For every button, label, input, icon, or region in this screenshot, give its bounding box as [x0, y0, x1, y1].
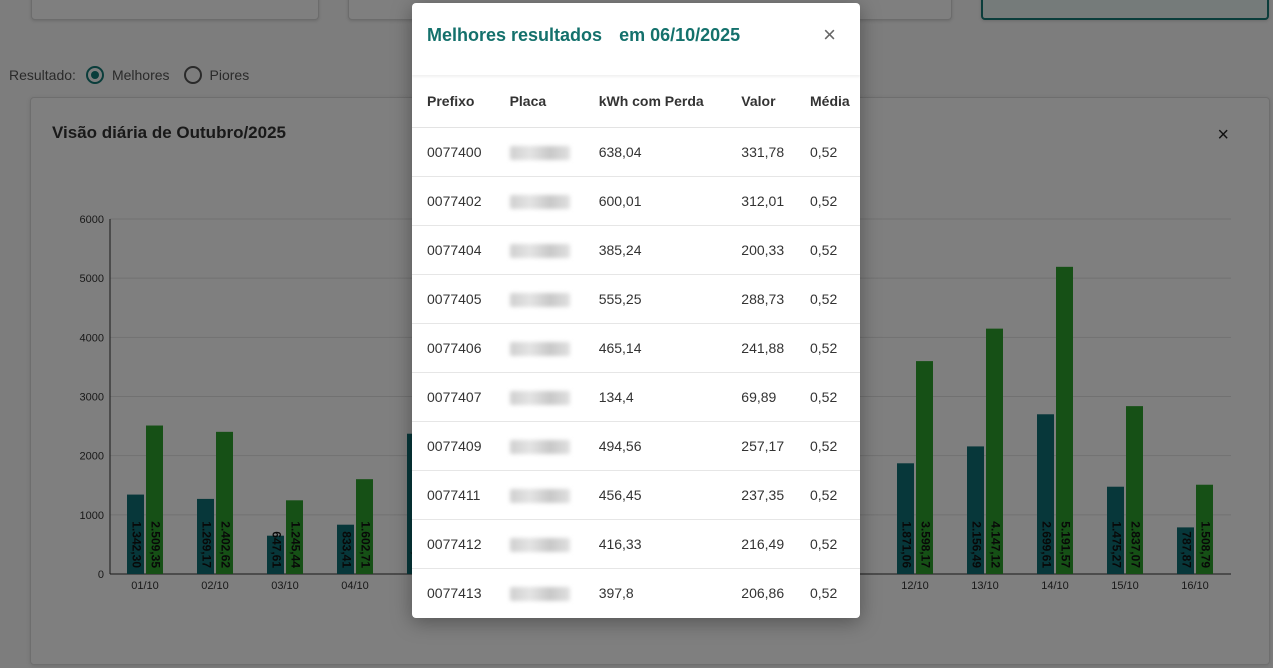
modal-title: Melhores resultados em 06/10/2025: [427, 25, 752, 46]
cell-placa: [494, 323, 584, 373]
cell-valor: 312,01: [726, 176, 795, 226]
redacted-plate: [509, 488, 570, 503]
cell-kwh: 134,4: [583, 372, 727, 422]
cell-placa: [494, 225, 584, 275]
cell-kwh: 465,14: [583, 323, 727, 373]
cell-media: 0,52: [810, 584, 838, 601]
cell-prefixo: 0077405: [412, 274, 495, 324]
cell-prefixo: 0077407: [412, 372, 495, 422]
cell-valor: 257,17: [726, 421, 795, 471]
cell-valor: 200,33: [726, 225, 795, 275]
table-header-row: Prefixo Placa kWh com Perda Valor Média: [412, 75, 860, 128]
table-row[interactable]: 0077400 638,04 331,78 0,52: [412, 127, 860, 177]
cell-placa: [494, 176, 584, 226]
redacted-plate: [509, 292, 570, 307]
cell-valor: 216,49: [726, 519, 795, 569]
cell-prefixo: 0077404: [412, 225, 495, 275]
col-media[interactable]: Média: [795, 75, 860, 128]
cell-placa: [494, 519, 584, 569]
col-kwh[interactable]: kWh com Perda: [583, 75, 727, 128]
cell-prefixo: 0077409: [412, 421, 495, 471]
modal-title-main: Melhores resultados: [427, 25, 603, 45]
results-table: Prefixo Placa kWh com Perda Valor Média …: [412, 75, 860, 617]
cell-media: 0,52: [795, 421, 860, 471]
results-modal: Melhores resultados em 06/10/2025 × Pref…: [412, 3, 860, 618]
cell-valor: 237,35: [726, 470, 795, 520]
cell-kwh: 456,45: [583, 470, 727, 520]
cell-kwh: 494,56: [583, 421, 727, 471]
table-row[interactable]: 0077406 465,14 241,88 0,52: [412, 323, 860, 373]
redacted-plate: [509, 341, 570, 356]
redacted-plate: [509, 194, 570, 209]
cell-placa: [494, 421, 584, 471]
table-row[interactable]: 0077413 397,8 206,86 0,52: [412, 568, 860, 617]
table-row[interactable]: 0077404 385,24 200,33 0,52: [412, 225, 860, 275]
cell-media: 0,52: [795, 176, 860, 226]
cell-kwh: 638,04: [583, 127, 727, 177]
table-row[interactable]: 0077412 416,33 216,49 0,52: [412, 519, 860, 569]
cell-media: 0,52: [795, 274, 860, 324]
redacted-plate: [509, 537, 570, 552]
cell-media: 0,52: [795, 372, 860, 422]
cell-prefixo: 0077413: [427, 584, 482, 601]
cell-placa: [494, 470, 584, 520]
cell-kwh: 397,8: [598, 584, 634, 601]
cell-placa: [494, 274, 584, 324]
cell-media: 0,52: [795, 323, 860, 373]
table-row[interactable]: 0077409 494,56 257,17 0,52: [412, 421, 860, 471]
table-row[interactable]: 0077405 555,25 288,73 0,52: [412, 274, 860, 324]
col-prefixo[interactable]: Prefixo: [412, 75, 495, 128]
cell-media: 0,52: [795, 470, 860, 520]
cell-prefixo: 0077402: [412, 176, 495, 226]
table-row[interactable]: 0077402 600,01 312,01 0,52: [412, 176, 860, 226]
modal-header: Melhores resultados em 06/10/2025 ×: [412, 3, 860, 75]
cell-placa: [494, 372, 584, 422]
cell-placa: [495, 568, 584, 617]
col-valor[interactable]: Valor: [726, 75, 795, 128]
cell-valor: 206,86: [741, 584, 785, 601]
redacted-plate: [509, 145, 570, 160]
modal-close-icon[interactable]: ×: [823, 22, 836, 47]
redacted-plate: [509, 439, 570, 454]
cell-prefixo: 0077406: [412, 323, 495, 373]
redacted-plate: [509, 586, 570, 601]
cell-valor: 288,73: [726, 274, 795, 324]
cell-kwh: 416,33: [583, 519, 727, 569]
cell-prefixo: 0077400: [412, 127, 495, 177]
cell-valor: 331,78: [726, 127, 795, 177]
cell-valor: 241,88: [726, 323, 795, 373]
cell-media: 0,52: [795, 225, 860, 275]
cell-kwh: 555,25: [583, 274, 727, 324]
cell-placa: [494, 127, 584, 177]
table-row[interactable]: 0077411 456,45 237,35 0,52: [412, 470, 860, 520]
cell-prefixo: 0077411: [412, 470, 495, 520]
cell-kwh: 600,01: [583, 176, 727, 226]
redacted-plate: [509, 243, 570, 258]
modal-title-date: em 06/10/2025: [619, 25, 741, 45]
cell-valor: 69,89: [726, 372, 795, 422]
cell-prefixo: 0077412: [412, 519, 495, 569]
table-row[interactable]: 0077407 134,4 69,89 0,52: [412, 372, 860, 422]
cell-media: 0,52: [795, 127, 860, 177]
cell-kwh: 385,24: [583, 225, 727, 275]
redacted-plate: [509, 390, 570, 405]
col-placa[interactable]: Placa: [494, 75, 584, 128]
cell-media: 0,52: [795, 519, 860, 569]
